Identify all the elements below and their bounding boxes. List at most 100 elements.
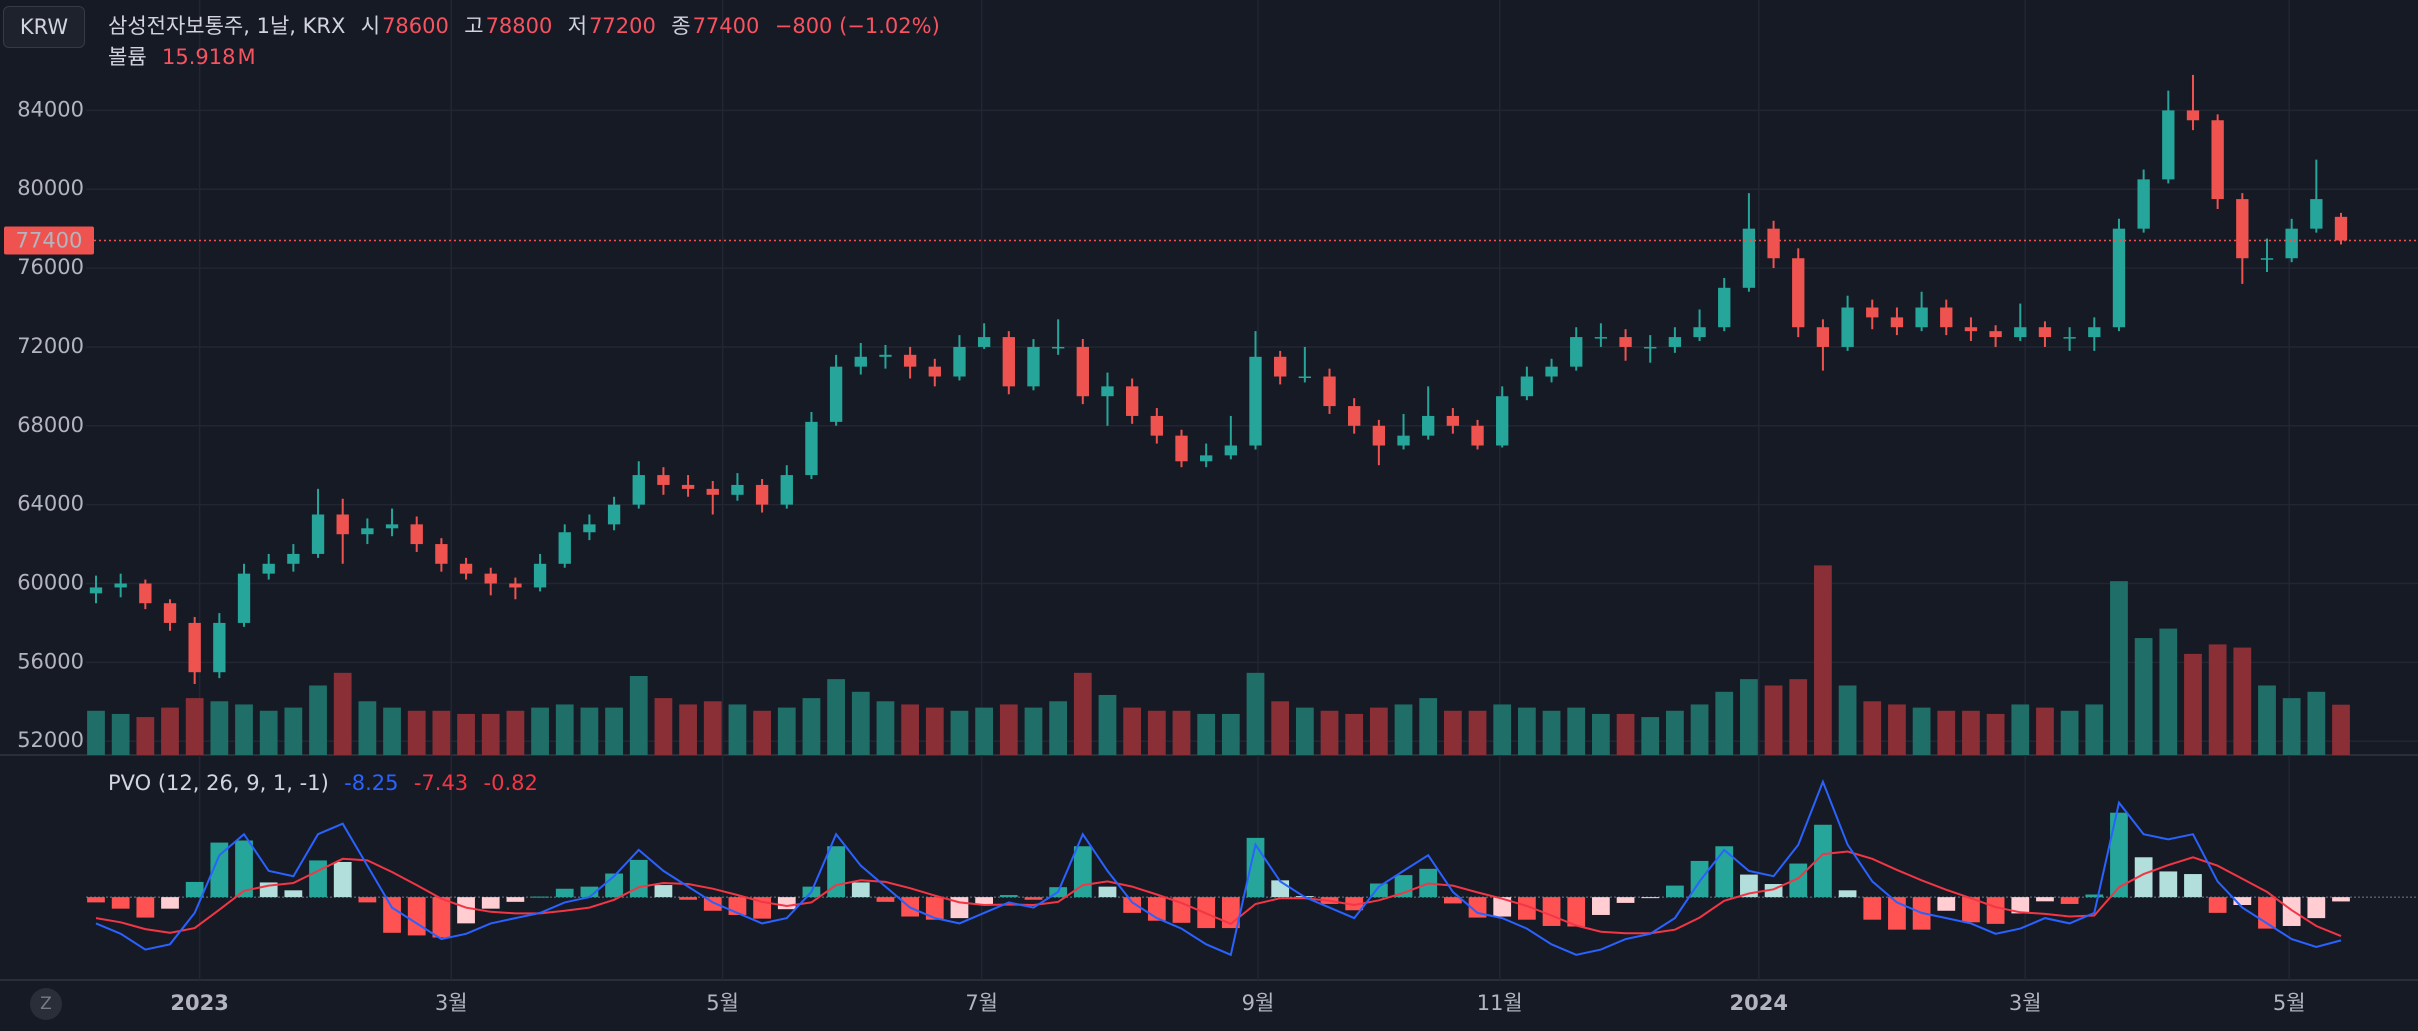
candle-body [1471, 425, 1484, 446]
pvo-histogram [407, 897, 426, 936]
volume-bar [1369, 707, 1388, 755]
candle-body [977, 337, 991, 347]
pvo-histogram [876, 897, 895, 902]
pvo-histogram [1838, 890, 1857, 898]
candle-body [1792, 258, 1805, 328]
candle-body [1890, 317, 1904, 328]
candle-body [2137, 179, 2150, 229]
volume-bar [309, 685, 327, 755]
volume-bar [1986, 713, 2005, 755]
ohlc-label: 종 [671, 14, 691, 38]
candle-body [953, 346, 966, 377]
candle-body [1076, 346, 1089, 397]
volume-bar [1049, 701, 1068, 755]
volume-bar [2060, 710, 2079, 755]
x-tick-label: 9월 [1242, 991, 1275, 1015]
volume-bar [481, 713, 500, 755]
candle-body [1940, 307, 1953, 328]
pvo-histogram [87, 897, 105, 903]
candle-body [1274, 356, 1287, 377]
candle-body [1175, 435, 1188, 462]
candle-body [2162, 110, 2175, 180]
pvo-histogram [777, 897, 796, 910]
volume-bar [1320, 710, 1339, 755]
candle-body [459, 563, 473, 574]
pvo-histogram [851, 882, 870, 898]
candle-body [1125, 386, 1139, 416]
candle-body [1372, 425, 1386, 446]
volume-bar [259, 710, 278, 755]
pvo-histogram [555, 888, 574, 898]
volume-bar [506, 710, 525, 755]
pvo-title: PVO (12, 26, 9, 1, -1) [108, 771, 329, 795]
candle-body [1027, 346, 1040, 387]
candle-body [1915, 307, 1928, 328]
volume-bar [210, 701, 229, 755]
candle-body [287, 553, 300, 564]
candle-body [657, 475, 670, 485]
pvo-histogram [333, 861, 352, 898]
candle-body [1693, 327, 1706, 338]
pvo-signal [95, 850, 2342, 938]
x-tick-label: 2023 [170, 991, 228, 1015]
candle-body [681, 484, 695, 489]
volume-bar [654, 698, 673, 755]
volume-bar [432, 710, 451, 755]
volume-bar [605, 707, 623, 755]
volume-bar [1394, 704, 1413, 755]
pvo-histogram [1789, 863, 1808, 898]
volume-bar [1468, 710, 1487, 755]
volume-bar [358, 701, 377, 755]
candle-body [1718, 287, 1731, 328]
currency-button[interactable]: KRW [3, 6, 85, 48]
candle-body [1644, 346, 1657, 349]
pvo-histogram [2110, 812, 2128, 898]
y-tick-label: 68000 [17, 413, 84, 437]
candle-body [139, 583, 152, 604]
volume-bar [1592, 713, 1610, 755]
volume-bar [1295, 707, 1314, 755]
candle-body [1866, 307, 1879, 318]
pvo-line [95, 778, 2342, 957]
last-price-label: 77400 [16, 228, 83, 252]
volume-bar [136, 717, 155, 755]
candle-body [262, 563, 275, 574]
ohlc-label: 저 [567, 14, 588, 38]
volume-bar [753, 710, 771, 755]
candle-body [1298, 376, 1312, 379]
x-tick-label: 11월 [1477, 991, 1523, 1015]
candle-body [1422, 415, 1435, 436]
candle-body [1496, 396, 1509, 446]
candle-body [755, 484, 769, 505]
candle-body [2260, 258, 2274, 260]
candle-body [114, 583, 127, 588]
candle-body [435, 544, 448, 564]
volume-bar [1912, 707, 1931, 755]
pvo-histogram [1443, 897, 1462, 904]
volume-bar [2208, 644, 2227, 755]
pvo-histogram [2011, 897, 2030, 914]
scale-button[interactable]: Z [30, 988, 62, 1020]
volume-bar [851, 691, 870, 755]
y-tick-label: 52000 [17, 728, 84, 752]
candle-body [1446, 415, 1460, 426]
candle-body [2310, 199, 2323, 229]
pvo-histogram [1666, 885, 1684, 898]
volume-bar [1345, 713, 1364, 755]
volume-bar [407, 710, 426, 755]
volume-bar [1715, 691, 1734, 755]
volume-bar [2332, 704, 2350, 755]
volume-bar [1740, 679, 1758, 755]
volume-bar [1888, 704, 1906, 755]
volume-bar [1443, 710, 1462, 755]
y-tick-label: 60000 [17, 570, 84, 594]
volume-bar [1764, 685, 1783, 755]
pvo-histogram [1098, 886, 1117, 898]
y-tick-label: 76000 [17, 255, 84, 279]
volume-bar [802, 698, 821, 755]
candle-body [2038, 327, 2052, 338]
volume-bar [1517, 707, 1536, 755]
pvo-histogram [629, 859, 648, 898]
volume-bar [284, 707, 303, 755]
